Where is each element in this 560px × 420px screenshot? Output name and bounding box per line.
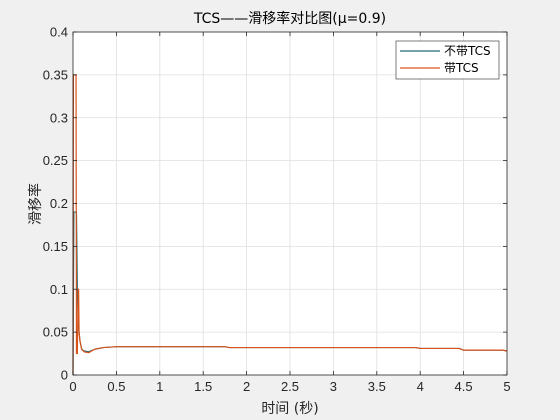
y-tick-label: 0.4 [50,25,68,40]
x-tick-label: 5 [503,379,510,394]
x-tick-label: 3.5 [368,379,386,394]
x-tick-label: 4 [417,379,424,394]
y-tick-label: 0.05 [43,325,68,340]
x-tick-label: 0 [69,379,76,394]
y-tick-label: 0.15 [43,239,68,254]
x-tick-label: 1 [156,379,163,394]
x-tick-label: 0.5 [107,379,125,394]
x-tick-label: 1.5 [194,379,212,394]
legend: 不带TCS 带TCS [396,41,499,79]
x-tick-label: 3 [330,379,337,394]
legend-label-with-tcs: 带TCS [444,61,479,75]
y-tick-label: 0.1 [50,282,68,297]
y-tick-label: 0.25 [43,153,68,168]
x-tick-label: 2 [243,379,250,394]
x-tick-label: 2.5 [281,379,299,394]
chart-title: TCS——滑移率对比图(μ=0.9) [193,10,386,27]
x-axis-label: 时间 (秒) [261,401,318,417]
legend-label-no-tcs: 不带TCS [444,44,491,58]
y-axis-label: 滑移率 [27,183,44,225]
y-tick-label: 0 [61,368,68,383]
y-tick-label: 0.3 [50,110,68,125]
y-tick-label: 0.2 [50,196,68,211]
y-tick-label: 0.35 [43,67,68,82]
x-tick-label: 4.5 [455,379,473,394]
